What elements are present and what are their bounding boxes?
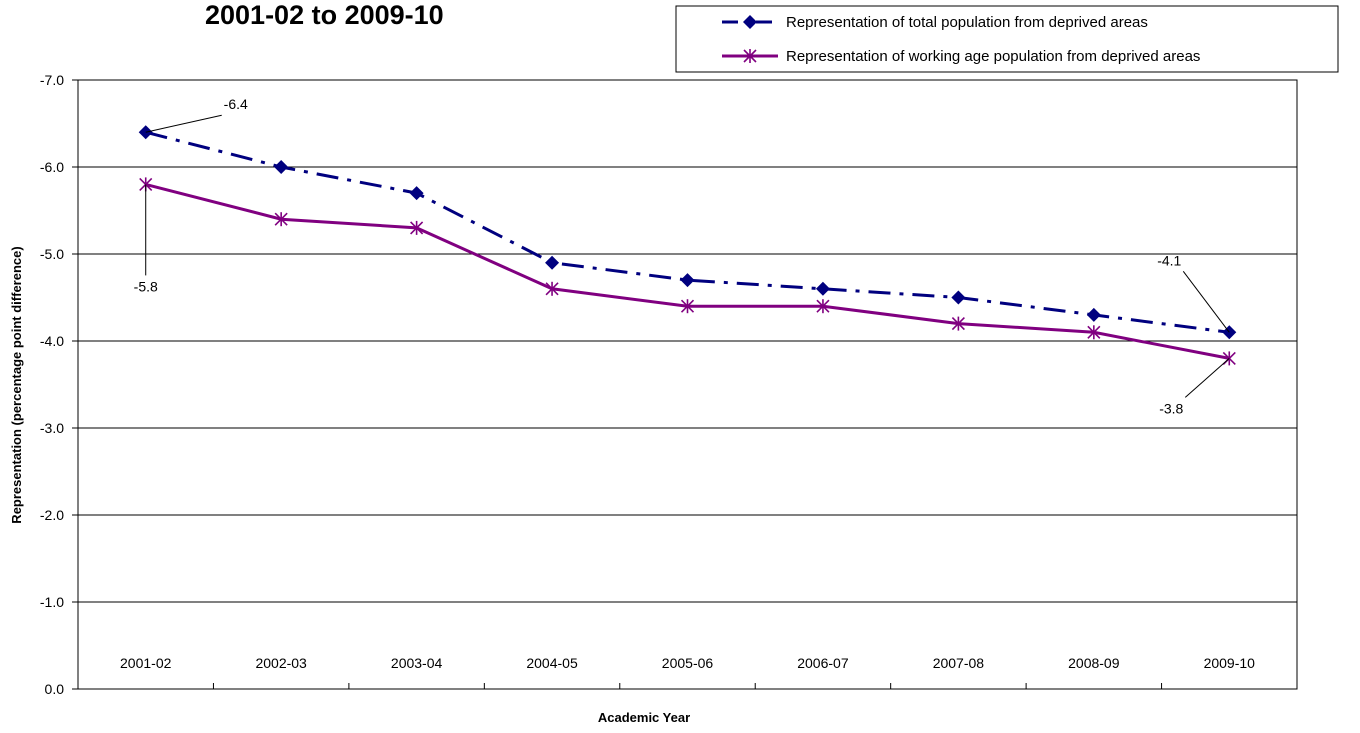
data-point bbox=[815, 281, 830, 296]
legend-box bbox=[675, 5, 1339, 73]
y-axis: -7.0 -6.0 -5.0 -4.0 -3.0 -2.0 -1.0 0.0 bbox=[40, 72, 78, 697]
data-label: -4.1 bbox=[1157, 252, 1181, 268]
gridlines bbox=[78, 166, 1297, 603]
x-tick-label: 2006-07 bbox=[797, 655, 849, 671]
chart-title: 2001-02 to 2009-10 bbox=[205, 0, 444, 30]
legend-marker-total bbox=[743, 15, 757, 29]
y-tick-label: -1.0 bbox=[40, 594, 64, 610]
x-tick-label: 2004-05 bbox=[526, 655, 578, 671]
x-axis-title: Academic Year bbox=[598, 710, 690, 725]
data-label-leader bbox=[145, 114, 222, 133]
series-group bbox=[138, 125, 1237, 366]
data-label: -3.8 bbox=[1159, 400, 1183, 416]
plot-area-border bbox=[77, 79, 1298, 690]
data-point bbox=[816, 299, 830, 314]
y-tick-label: -6.0 bbox=[40, 159, 64, 175]
data-label: -6.4 bbox=[224, 96, 248, 112]
data-point bbox=[545, 255, 560, 270]
y-tick-label: -5.0 bbox=[40, 246, 64, 262]
y-tick-label: -4.0 bbox=[40, 333, 64, 349]
data-point bbox=[951, 316, 965, 331]
data-label-leader bbox=[1184, 358, 1230, 398]
series-line bbox=[145, 182, 1230, 360]
data-label: -5.8 bbox=[134, 278, 158, 294]
legend-marker-working bbox=[743, 49, 757, 63]
data-point bbox=[274, 212, 288, 227]
data-label-leader bbox=[1182, 270, 1230, 333]
series-line bbox=[145, 130, 1230, 334]
y-tick-label: -7.0 bbox=[40, 72, 64, 88]
legend-label-working: Representation of working age population… bbox=[786, 48, 1200, 65]
series-2 bbox=[139, 177, 1236, 366]
data-point bbox=[951, 290, 966, 305]
y-axis-title: Representation (percentage point differe… bbox=[9, 246, 24, 523]
x-tick-label: 2001-02 bbox=[120, 655, 172, 671]
data-point bbox=[409, 186, 424, 201]
data-point bbox=[1086, 307, 1101, 322]
x-tick-label: 2007-08 bbox=[933, 655, 985, 671]
x-tick-label: 2003-04 bbox=[391, 655, 443, 671]
data-point bbox=[1087, 325, 1101, 340]
data-point bbox=[410, 220, 424, 235]
x-tick-label: 2008-09 bbox=[1068, 655, 1120, 671]
legend-label-total: Representation of total population from … bbox=[786, 14, 1148, 31]
data-point bbox=[545, 281, 559, 296]
x-axis: 2001-02 2002-03 2003-04 2004-05 2005-06 2006-… bbox=[77, 655, 1298, 689]
y-tick-label: -2.0 bbox=[40, 507, 64, 523]
data-point bbox=[680, 299, 695, 314]
y-tick-label: 0.0 bbox=[45, 681, 65, 697]
y-tick-label: -3.0 bbox=[40, 420, 64, 436]
x-tick-label: 2009-10 bbox=[1204, 655, 1256, 671]
x-tick-label: 2002-03 bbox=[255, 655, 307, 671]
data-point bbox=[680, 273, 695, 288]
series-1 bbox=[138, 125, 1237, 340]
x-tick-label: 2005-06 bbox=[662, 655, 714, 671]
data-labels: -6.4 -5.8 -4.1 -3.8 bbox=[134, 96, 1230, 416]
legend: Representation of total population from … bbox=[675, 5, 1339, 73]
data-point bbox=[274, 160, 289, 174]
